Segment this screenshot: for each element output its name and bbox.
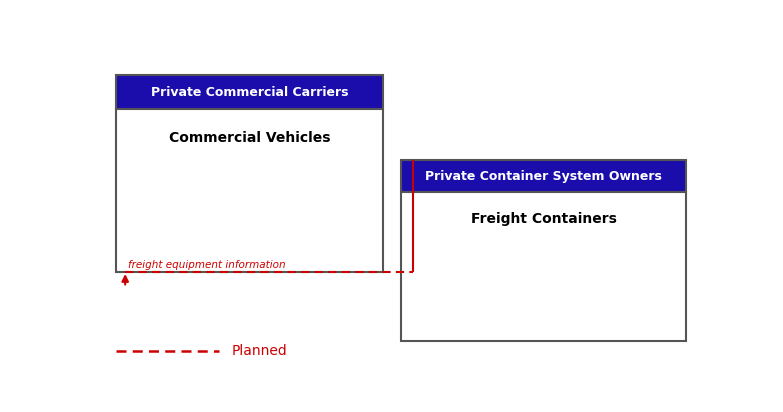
Text: Commercial Vehicles: Commercial Vehicles — [169, 131, 330, 145]
Text: freight equipment information: freight equipment information — [128, 260, 286, 269]
Bar — [116, 109, 383, 272]
Text: Private Container System Owners: Private Container System Owners — [425, 170, 662, 183]
Bar — [402, 161, 687, 192]
Text: Freight Containers: Freight Containers — [471, 212, 617, 226]
Text: Planned: Planned — [232, 344, 287, 358]
Bar — [116, 75, 383, 109]
Bar — [116, 75, 383, 272]
Bar — [402, 161, 687, 341]
Bar — [402, 192, 687, 341]
Text: Private Commercial Carriers: Private Commercial Carriers — [151, 86, 348, 98]
